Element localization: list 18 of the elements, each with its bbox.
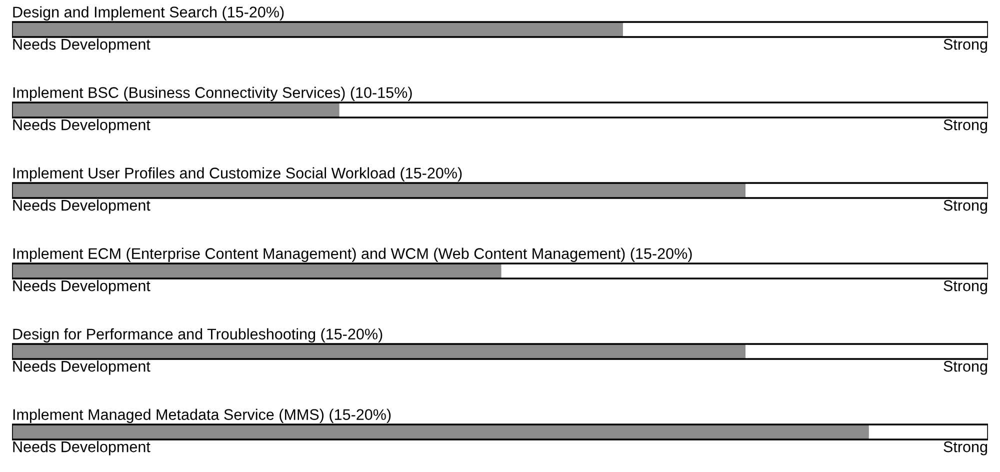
y-tick-label: Implement Managed Metadata Service (MMS) (15-20%) — [13, 408, 391, 423]
y-tick-label: Implement User Profiles and Customize Social Workload (15-20%) — [13, 167, 462, 182]
annotation: Strong — [944, 441, 988, 456]
annotation: Strong — [944, 119, 988, 134]
annotation: Needs Development — [13, 280, 150, 294]
y-tick-label: Design and Implement Search (15-20%) — [13, 6, 284, 20]
annotation: Needs Development — [13, 200, 150, 214]
y-tick-label: Implement ECM (Enterprise Content Management) and WCM (Web Content Management) (15-20%) — [13, 248, 692, 262]
annotation: Needs Development — [13, 360, 150, 375]
annotation: Needs Development — [13, 119, 150, 134]
y-tick-label: Design for Performance and Troubleshooting (15-20%) — [13, 328, 382, 342]
annotation: Strong — [944, 200, 988, 214]
annotation: Needs Development — [13, 38, 150, 53]
annotation: Strong — [944, 38, 988, 53]
annotation: Needs Development — [13, 441, 150, 456]
annotation: Strong — [944, 280, 988, 294]
annotation: Strong — [944, 360, 988, 375]
y-tick-label: Implement BSC (Business Connectivity Services) (10-15%) — [13, 86, 412, 101]
